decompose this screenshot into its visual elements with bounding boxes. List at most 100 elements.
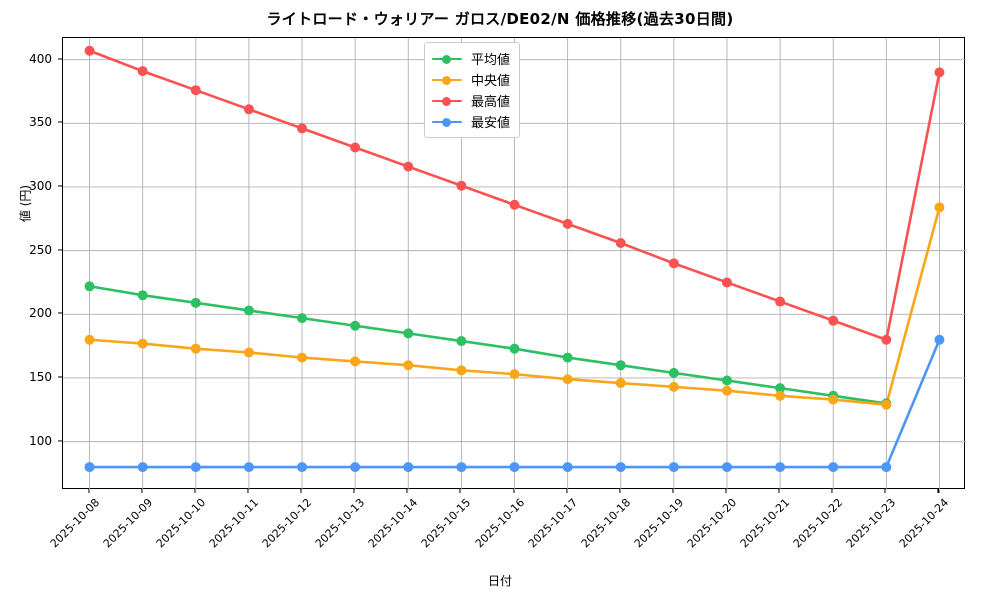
data-point-marker — [403, 161, 414, 172]
data-point-marker — [509, 369, 520, 380]
data-point-marker — [668, 258, 679, 269]
data-point-marker — [721, 385, 732, 396]
x-axis-tick-mark — [406, 489, 408, 493]
data-point-marker — [775, 383, 786, 394]
data-point-marker — [190, 343, 201, 354]
x-axis-tick-label: 2025-10-13 — [312, 496, 368, 551]
x-axis-tick-label: 2025-10-22 — [790, 496, 846, 551]
data-point-marker — [350, 356, 361, 367]
data-point-marker — [509, 199, 520, 210]
data-point-marker — [509, 462, 520, 473]
x-axis-tick-mark — [247, 489, 249, 493]
data-point-marker — [84, 281, 95, 292]
data-point-marker — [243, 462, 254, 473]
x-axis-tick-label: 2025-10-24 — [897, 496, 952, 551]
x-axis-tick-label: 2025-10-16 — [472, 496, 527, 551]
x-axis-tick-label: 2025-10-15 — [419, 496, 474, 551]
x-axis-tick-label: 2025-10-11 — [206, 496, 262, 551]
data-point-marker — [243, 305, 254, 316]
chart-title: ライトロード・ウォリアー ガロス/DE02/N 価格推移(過去30日間) — [266, 10, 734, 28]
y-axis-tick-mark — [58, 121, 62, 123]
x-axis-tick-label: 2025-10-14 — [366, 496, 421, 551]
data-point-marker — [881, 334, 892, 345]
data-point-marker — [775, 462, 786, 473]
x-axis-tick-mark — [884, 489, 886, 493]
x-axis-tick-mark — [937, 489, 939, 493]
plot-canvas — [63, 38, 966, 490]
series-markers — [84, 45, 945, 473]
x-axis-tick-label: 2025-10-17 — [525, 496, 580, 551]
data-point-marker — [615, 378, 626, 389]
x-axis-tick-mark — [566, 489, 568, 493]
data-point-marker — [243, 104, 254, 115]
data-point-marker — [775, 390, 786, 401]
legend-item-label: 平均値 — [471, 53, 511, 68]
data-point-marker — [615, 462, 626, 473]
legend-item[interactable]: 中央値 — [432, 69, 510, 90]
data-point-marker — [297, 352, 308, 363]
x-axis-tick-label: 2025-10-20 — [684, 496, 740, 551]
data-point-marker — [775, 296, 786, 307]
y-axis-tick-label: 350 — [29, 115, 52, 130]
legend-swatch-icon — [432, 74, 462, 86]
data-point-marker — [456, 462, 467, 473]
data-point-marker — [137, 338, 148, 349]
x-axis-tick-mark — [512, 489, 515, 493]
data-point-marker — [881, 399, 892, 410]
data-point-marker — [615, 237, 626, 248]
legend-item-label: 最高値 — [471, 95, 511, 110]
y-axis-tick-mark — [58, 249, 62, 251]
x-axis-tick-mark — [619, 489, 621, 493]
x-axis-tick-label: 2025-10-12 — [259, 496, 315, 551]
data-point-marker — [562, 462, 573, 473]
data-point-marker — [668, 462, 679, 473]
x-axis-tick-label: 2025-10-09 — [100, 496, 155, 551]
x-axis-tick-mark — [300, 489, 302, 493]
data-point-marker — [190, 85, 201, 96]
data-point-marker — [881, 462, 892, 473]
x-axis-tick-label: 2025-10-08 — [47, 496, 102, 551]
data-point-marker — [137, 462, 148, 473]
data-point-marker — [350, 462, 361, 473]
data-point-marker — [243, 347, 254, 358]
data-point-marker — [350, 142, 361, 153]
x-axis-label: 日付 — [487, 574, 512, 588]
legend-item[interactable]: 最高値 — [432, 90, 510, 111]
legend-swatch-icon — [432, 53, 462, 65]
data-point-marker — [668, 381, 679, 392]
data-point-marker — [403, 462, 414, 473]
x-axis-tick-label: 2025-10-21 — [737, 496, 793, 551]
y-axis-tick-mark — [58, 440, 62, 442]
x-axis-tick-mark — [141, 489, 143, 493]
x-axis-tick-mark — [672, 489, 674, 493]
legend-item[interactable]: 平均値 — [432, 48, 510, 69]
data-point-marker — [509, 343, 520, 354]
x-axis-tick-mark — [778, 489, 780, 493]
data-point-marker — [297, 123, 308, 134]
y-axis-tick-mark — [58, 58, 62, 60]
legend-item[interactable]: 最安値 — [432, 111, 510, 132]
legend-item-label: 中央値 — [471, 74, 511, 89]
data-point-marker — [84, 334, 95, 345]
data-point-marker — [297, 462, 308, 473]
x-axis-tick-mark — [88, 489, 90, 493]
data-point-marker — [721, 375, 732, 386]
data-point-marker — [828, 315, 839, 326]
y-axis-tick-label: 300 — [29, 178, 52, 193]
data-point-marker — [84, 462, 95, 473]
y-axis-tick-label: 150 — [29, 369, 52, 384]
data-point-marker — [562, 374, 573, 385]
data-point-marker — [403, 328, 414, 339]
legend-swatch-icon — [432, 95, 462, 107]
x-axis-tick-label: 2025-10-18 — [578, 496, 633, 551]
data-point-marker — [562, 352, 573, 363]
x-axis-tick-mark — [194, 489, 196, 493]
x-axis-tick-label: 2025-10-23 — [844, 496, 899, 551]
data-point-marker — [456, 336, 467, 347]
data-point-marker — [190, 462, 201, 473]
data-point-marker — [137, 66, 148, 77]
data-point-marker — [615, 360, 626, 371]
series-line — [88, 284, 888, 405]
data-point-marker — [934, 67, 945, 78]
data-point-marker — [721, 462, 732, 473]
